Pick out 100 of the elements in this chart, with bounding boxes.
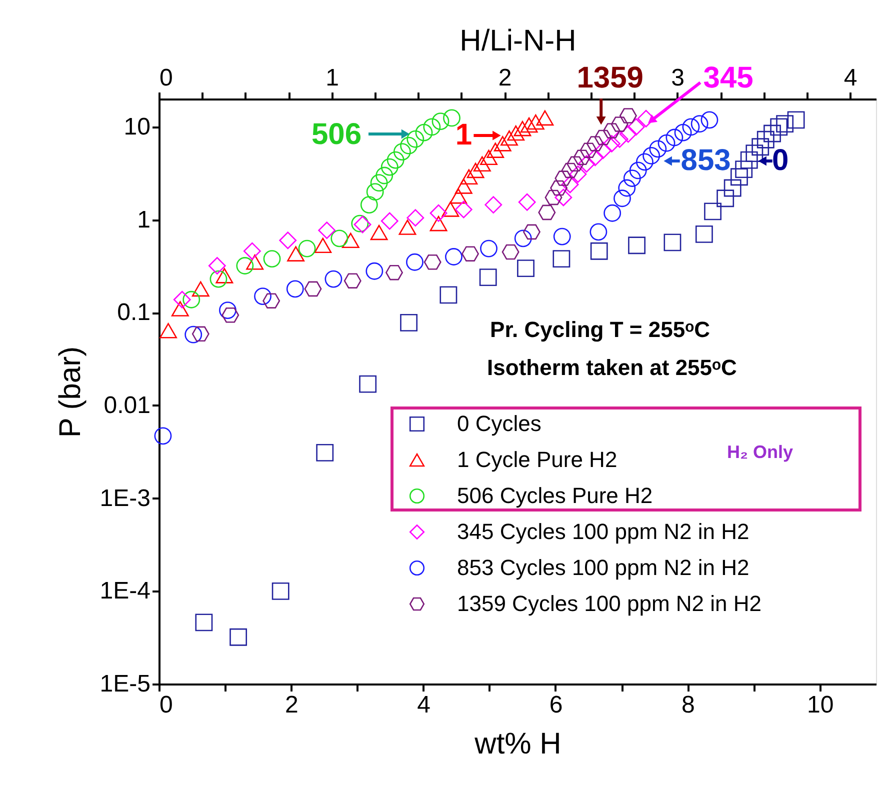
point [466,162,484,178]
point [538,204,556,220]
point [735,160,753,178]
x2-tick-label: 3 [671,64,684,92]
point [330,230,348,248]
point [682,118,700,136]
point [286,280,304,298]
point [370,224,388,240]
point [649,140,667,158]
point [514,120,532,136]
point [619,108,637,124]
point [602,134,620,152]
x-tick-label: 6 [549,692,563,718]
point [552,250,570,268]
annotation: H₂ Only [726,442,794,462]
y-tick-label: 10 [124,113,150,140]
point [263,250,281,268]
point [366,262,384,280]
x-axis-title: wt% H [474,728,562,760]
point [243,242,261,260]
point [386,151,404,169]
point [460,169,478,184]
point [752,138,770,156]
point [480,240,498,258]
point [586,148,604,166]
point [192,281,210,297]
point [473,156,491,172]
point [664,234,682,252]
point [623,170,641,187]
point [700,111,718,129]
point [430,216,448,232]
point [536,110,554,126]
point [380,212,398,230]
point [360,196,378,214]
point [236,257,254,274]
point [619,125,637,143]
point [674,124,692,142]
point [342,232,360,248]
point [406,209,424,227]
annotation: Pr. Cycling T = 255ᵒC [490,317,710,342]
point [569,165,587,183]
y-tick-label: 1E-3 [100,484,150,512]
point [182,290,200,308]
y-tick-label: 1E-4 [100,578,150,605]
point [254,288,272,305]
point [324,270,342,288]
point [604,204,622,222]
point [550,180,568,196]
point [486,142,504,158]
point [316,444,334,462]
point [746,144,764,162]
point [184,326,202,344]
legend-label: 1359 Cycles 100 ppm N2 in H2 [457,591,762,616]
point [454,178,472,194]
point [440,286,458,304]
point [454,200,472,218]
annotation: Isotherm taken at 255ᵒC [487,355,738,380]
point [627,118,645,136]
point [171,301,189,316]
point [479,268,497,286]
point [787,111,805,129]
point [573,150,591,166]
point [566,156,584,172]
point [406,130,424,148]
point [724,179,742,197]
legend-label: 853 Cycles 100 ppm N2 in H2 [457,555,750,580]
point [376,166,394,184]
point [642,147,660,164]
point [756,130,774,148]
point [380,158,398,176]
point [776,115,794,133]
point [618,179,636,197]
point [272,582,290,600]
point [594,142,612,160]
point [318,222,336,240]
point [216,268,234,284]
point [484,196,502,214]
annotation: 345 [703,62,754,95]
point [219,302,236,319]
x2-axis-title: H/Li-N-H [460,24,576,58]
point [432,112,450,130]
point [154,427,172,445]
point [400,136,418,154]
point [522,224,540,240]
point [192,326,210,342]
point [210,270,228,288]
point [393,143,411,160]
point [366,183,384,201]
point [610,130,628,148]
point [517,260,534,278]
point [658,134,676,152]
annotation: 506 [311,118,362,151]
point [370,174,388,192]
point [344,273,362,288]
point [514,230,532,248]
point [554,170,572,186]
point [160,322,177,338]
point [704,202,722,220]
point [424,254,442,270]
point [578,155,596,173]
